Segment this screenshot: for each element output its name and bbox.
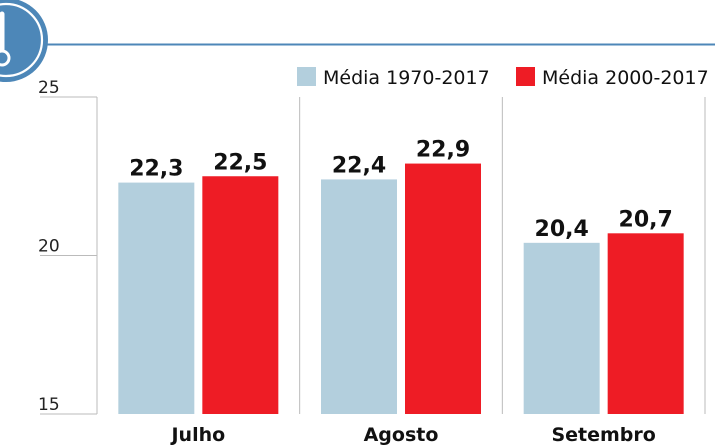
y-tick-label: 15 [38,395,60,415]
category-label: Agosto [364,424,439,445]
bar-value-labels: 22,3 22,5 22,4 22,9 20,4 20,7 [129,138,673,242]
legend-label-1: Média 1970-2017 [323,67,490,89]
bar-value-label: 22,4 [332,153,386,178]
legend-swatch-1 [297,67,316,86]
bar-julho-series-2 [202,176,279,414]
thermometer-badge [0,0,48,82]
bar-value-label: 22,5 [213,150,267,175]
bar-value-label: 22,9 [416,138,470,163]
bar-setembro-series-1 [523,242,600,414]
category-label: Julho [169,424,225,445]
y-tick-label: 20 [38,237,60,257]
y-tick-label: 25 [38,78,60,98]
category-labels: Julho Agosto Setembro [169,424,655,445]
bar-agosto-series-2 [405,163,481,414]
legend: Média 1970-2017 Média 2000-2017 [297,67,709,89]
category-label: Setembro [551,424,655,445]
bar-setembro-series-2 [607,233,684,414]
y-axis: 15 20 25 [38,78,98,415]
legend-label-2: Média 2000-2017 [542,67,709,89]
bar-agosto-series-1 [321,179,397,414]
legend-swatch-2 [516,67,535,86]
bars [118,163,684,414]
bar-value-label: 20,4 [535,217,589,242]
category-dividers [299,97,706,414]
thermometer-icon [0,11,11,67]
bar-value-label: 20,7 [619,207,673,232]
bar-julho-series-1 [118,182,195,414]
bar-value-label: 22,3 [129,157,183,182]
